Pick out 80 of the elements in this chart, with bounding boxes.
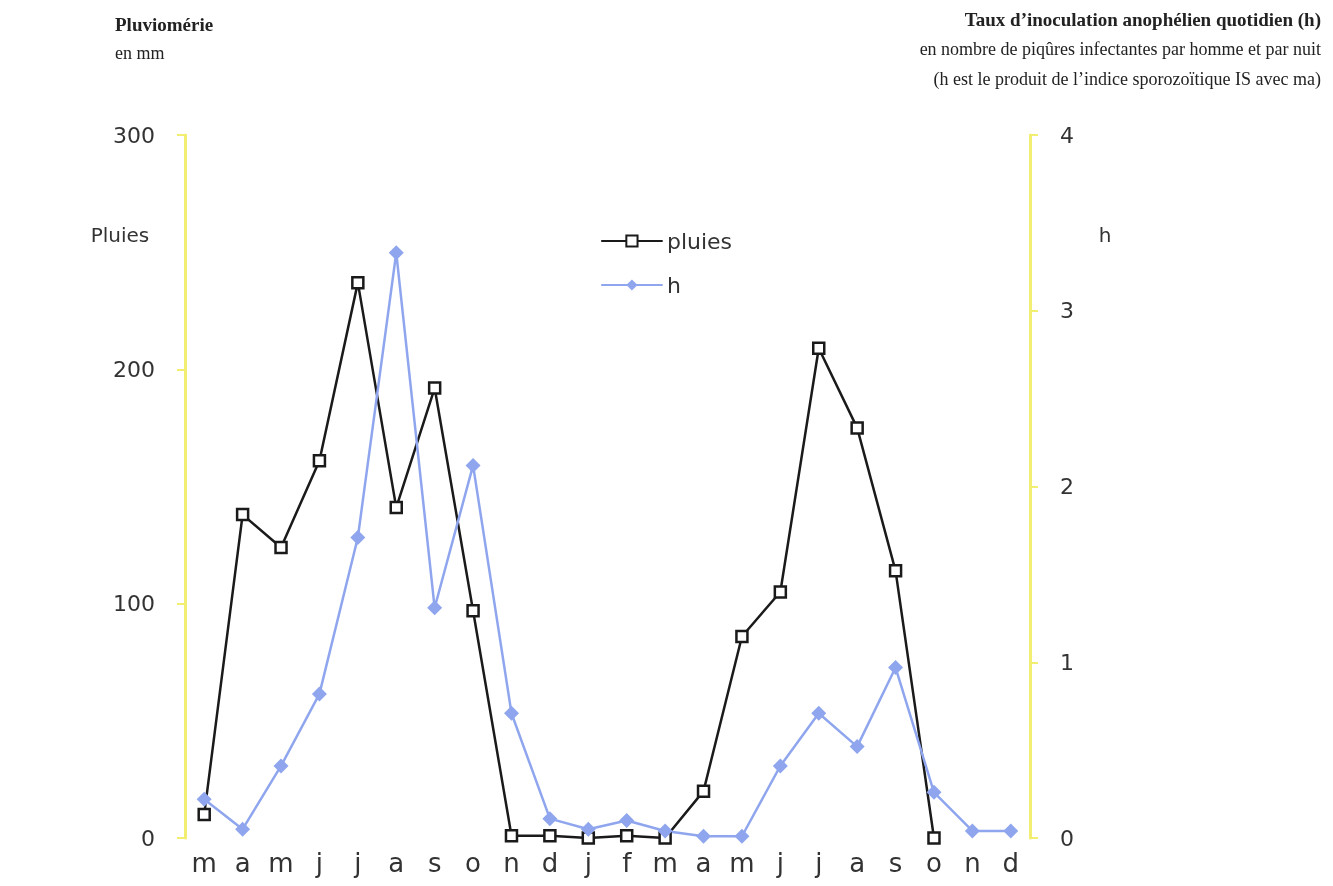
x-tick-label: a bbox=[695, 848, 712, 878]
y2-tick-label: 1 bbox=[1060, 649, 1074, 675]
point bbox=[619, 812, 635, 828]
point bbox=[735, 629, 749, 644]
point bbox=[657, 823, 673, 839]
point bbox=[927, 831, 941, 845]
point bbox=[197, 807, 211, 822]
point bbox=[849, 739, 865, 755]
x-tick-label: j bbox=[314, 848, 324, 878]
y2-tick-label: 3 bbox=[1060, 298, 1074, 324]
point bbox=[696, 828, 712, 844]
x-tick-label: d bbox=[541, 848, 559, 878]
x-tick-label: n bbox=[503, 848, 520, 878]
point bbox=[235, 821, 251, 837]
point bbox=[273, 758, 289, 774]
point bbox=[964, 823, 980, 839]
x-tick-label: n bbox=[964, 848, 981, 878]
point bbox=[811, 705, 827, 721]
x-tick-label: o bbox=[926, 848, 942, 878]
y-tick-label: 0 bbox=[141, 825, 155, 851]
point bbox=[427, 381, 442, 395]
point bbox=[619, 828, 634, 843]
x-tick-label: a bbox=[234, 848, 251, 878]
point bbox=[543, 828, 557, 843]
point bbox=[351, 275, 365, 290]
point bbox=[1003, 823, 1019, 839]
legend-label: pluies bbox=[666, 228, 733, 254]
x-tick-label: j bbox=[814, 848, 823, 878]
point bbox=[465, 457, 481, 473]
x-tick-label: m bbox=[652, 848, 678, 878]
chart-subtitle: en mm bbox=[115, 43, 165, 63]
y2-axis-title: h bbox=[1098, 223, 1112, 247]
x-tick-label: d bbox=[1002, 848, 1020, 878]
x-tick-label: m bbox=[268, 848, 294, 878]
point bbox=[504, 828, 519, 843]
point bbox=[812, 341, 826, 355]
x-tick-label: a bbox=[849, 848, 866, 878]
point bbox=[888, 660, 904, 676]
point bbox=[772, 758, 788, 774]
point bbox=[427, 600, 443, 616]
chart-title: Pluviomérie bbox=[115, 14, 214, 35]
point bbox=[311, 686, 327, 702]
x-tick-label: m bbox=[191, 848, 217, 878]
x-tick-label: a bbox=[388, 848, 405, 878]
point bbox=[389, 500, 403, 515]
x-tick-label: o bbox=[465, 848, 482, 878]
y-tick-label: 300 bbox=[113, 122, 155, 148]
y2-tick-label: 4 bbox=[1060, 122, 1074, 148]
text: en nombre de piqûres infectantes par homme et par nuit bbox=[919, 39, 1321, 59]
x-tick-label: s bbox=[888, 848, 903, 878]
point bbox=[274, 540, 288, 555]
point bbox=[888, 564, 903, 578]
point bbox=[312, 453, 327, 468]
x-tick-label: s bbox=[427, 848, 442, 878]
x-tick-label: j bbox=[775, 848, 784, 878]
point bbox=[926, 784, 942, 800]
y-tick-label: 100 bbox=[113, 591, 155, 617]
y-axis-title: Pluies bbox=[90, 223, 150, 247]
point bbox=[350, 529, 366, 545]
y-tick-label: 200 bbox=[113, 356, 155, 382]
point bbox=[196, 791, 212, 807]
legend-label: h bbox=[666, 272, 681, 298]
point bbox=[850, 421, 864, 435]
point bbox=[773, 585, 788, 599]
point bbox=[542, 811, 558, 827]
point bbox=[696, 784, 711, 798]
x-tick-label: f bbox=[622, 848, 633, 878]
point bbox=[466, 603, 480, 618]
point bbox=[503, 705, 519, 721]
text: Taux d’inoculation anophélien quotidien (h) bbox=[964, 9, 1321, 31]
x-tick-label: j bbox=[583, 848, 592, 878]
y2-tick-label: 0 bbox=[1060, 825, 1074, 851]
y2-tick-label: 2 bbox=[1060, 474, 1074, 499]
x-tick-label: m bbox=[729, 848, 755, 878]
point bbox=[388, 245, 404, 261]
point bbox=[235, 507, 250, 522]
text: (h est le produit de l’indice sporozoïtique IS avec ma) bbox=[933, 69, 1321, 90]
point bbox=[580, 821, 596, 837]
point bbox=[734, 828, 750, 844]
x-tick-label: j bbox=[353, 848, 362, 878]
